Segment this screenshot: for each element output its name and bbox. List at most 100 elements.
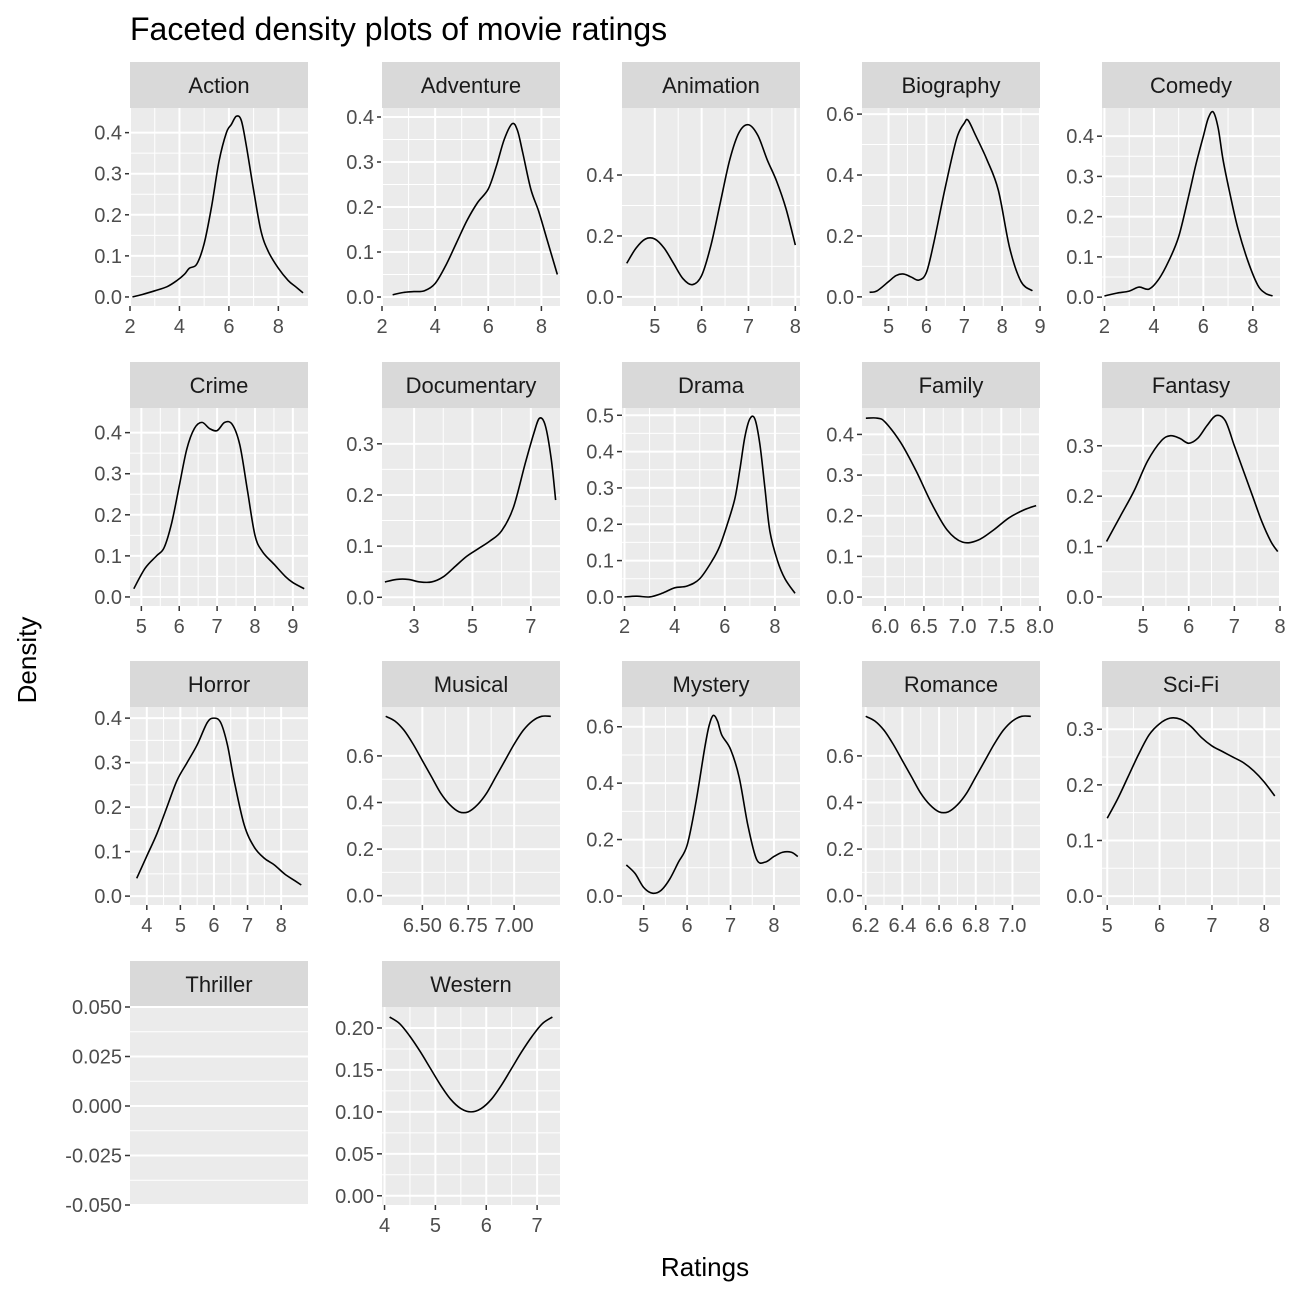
facet-panel bbox=[862, 408, 1040, 606]
facet-panel bbox=[622, 707, 800, 905]
facet-comedy: Comedy 0.0 0.1 0.2 0.3 0.4 2 4 6 8 bbox=[1066, 62, 1280, 338]
y-tick-label: 0.0 bbox=[826, 886, 854, 908]
facet-strip bbox=[130, 661, 308, 707]
y-tick-label: 0.1 bbox=[94, 842, 122, 864]
x-tick-label: 6 bbox=[682, 915, 693, 937]
y-tick-label: 0.4 bbox=[586, 165, 614, 187]
x-tick-label: 7.00 bbox=[495, 915, 534, 937]
y-tick-label: 0.000 bbox=[72, 1096, 122, 1118]
x-tick-label: 6.6 bbox=[925, 915, 953, 937]
y-tick-label: 0.15 bbox=[335, 1060, 374, 1082]
y-tick-label: 0.2 bbox=[1066, 486, 1094, 508]
x-tick-label: 6 bbox=[223, 316, 234, 338]
density-line bbox=[624, 415, 796, 598]
x-tick-label: 6 bbox=[481, 1215, 492, 1237]
y-tick-label: 0.1 bbox=[586, 551, 614, 573]
y-tick-label: 0.4 bbox=[1066, 126, 1094, 148]
facet-mystery: Mystery 0.0 0.2 0.4 0.6 5 6 7 8 bbox=[586, 661, 800, 937]
x-tick-label: 2 bbox=[376, 316, 387, 338]
x-tick-label: 7 bbox=[725, 915, 736, 937]
y-tick-label: 0.2 bbox=[1066, 207, 1094, 229]
facet-musical: Musical 0.0 0.2 0.4 0.6 6.50 6.75 7.00 bbox=[346, 661, 560, 937]
y-tick-label: 0.025 bbox=[72, 1047, 122, 1069]
x-tick-label: 8 bbox=[768, 915, 779, 937]
facet-sci-fi: Sci-Fi 0.0 0.1 0.2 0.3 5 6 7 8 bbox=[1066, 661, 1280, 937]
y-tick-label: 0.3 bbox=[346, 434, 374, 456]
facet-panel bbox=[862, 108, 1040, 306]
facet-panel bbox=[1102, 408, 1280, 606]
x-tick-label: 7 bbox=[959, 316, 970, 338]
facet-documentary: Documentary 0.0 0.1 0.2 0.3 3 5 7 bbox=[346, 362, 560, 638]
x-tick-label: 7 bbox=[1206, 915, 1217, 937]
facet-strip-label: Adventure bbox=[421, 73, 521, 98]
facet-panel bbox=[622, 408, 800, 606]
y-tick-label: 0.00 bbox=[335, 1186, 374, 1208]
y-tick-label: -0.050 bbox=[65, 1195, 122, 1217]
facet-drama: Drama 0.0 0.1 0.2 0.3 0.4 0.5 2 4 6 8 bbox=[586, 362, 800, 638]
y-tick-label: 0.1 bbox=[346, 242, 374, 264]
facet-strip-label: Horror bbox=[188, 672, 250, 697]
y-tick-label: 0.4 bbox=[586, 442, 614, 464]
y-tick-label: 0.10 bbox=[335, 1102, 374, 1124]
y-tick-label: 0.0 bbox=[826, 587, 854, 609]
x-tick-label: 5 bbox=[175, 915, 186, 937]
y-tick-label: 0.2 bbox=[94, 205, 122, 227]
y-tick-label: 0.0 bbox=[1066, 587, 1094, 609]
x-tick-label: 5 bbox=[883, 316, 894, 338]
x-tick-label: 5 bbox=[467, 616, 478, 638]
y-tick-label: 0.6 bbox=[346, 746, 374, 768]
x-tick-label: 8 bbox=[1259, 915, 1270, 937]
x-tick-label: 9 bbox=[287, 616, 298, 638]
facet-strip-label: Sci-Fi bbox=[1163, 672, 1219, 697]
x-tick-label: 5 bbox=[638, 915, 649, 937]
y-tick-label: 0.2 bbox=[586, 226, 614, 248]
x-tick-label: 6.5 bbox=[910, 616, 938, 638]
y-tick-label: 0.2 bbox=[346, 485, 374, 507]
x-tick-label: 6.8 bbox=[962, 915, 990, 937]
facet-panel bbox=[1102, 108, 1280, 306]
x-tick-label: 6 bbox=[483, 316, 494, 338]
x-tick-label: 4 bbox=[141, 915, 152, 937]
y-tick-label: 0.4 bbox=[346, 107, 374, 129]
y-tick-label: 0.0 bbox=[94, 287, 122, 309]
density-line bbox=[865, 715, 1031, 814]
facet-strip bbox=[130, 62, 308, 108]
y-tick-label: 0.1 bbox=[1066, 537, 1094, 559]
y-tick-label: 0.2 bbox=[826, 506, 854, 528]
density-line bbox=[389, 1016, 553, 1113]
facet-strip bbox=[862, 362, 1040, 408]
x-tick-label: 6.4 bbox=[888, 915, 916, 937]
facet-strip bbox=[1102, 62, 1280, 108]
facet-western: Western 0.00 0.05 0.10 0.15 0.20 4 5 6 7 bbox=[335, 961, 560, 1237]
x-tick-label: 7 bbox=[242, 915, 253, 937]
y-tick-label: 0.1 bbox=[346, 536, 374, 558]
facet-strip-label: Mystery bbox=[673, 672, 750, 697]
density-line bbox=[133, 420, 305, 590]
y-tick-label: 0.5 bbox=[586, 405, 614, 427]
x-tick-label: 8 bbox=[276, 915, 287, 937]
y-tick-label: 0.4 bbox=[826, 424, 854, 446]
x-tick-label: 5 bbox=[1102, 915, 1113, 937]
facet-strip-label: Family bbox=[919, 373, 984, 398]
x-tick-label: 6 bbox=[174, 616, 185, 638]
facet-fantasy: Fantasy 0.0 0.1 0.2 0.3 5 6 7 8 bbox=[1066, 362, 1286, 638]
x-tick-label: 5 bbox=[649, 316, 660, 338]
facet-strip bbox=[1102, 661, 1280, 707]
y-tick-label: 0.3 bbox=[346, 152, 374, 174]
y-tick-label: 0.0 bbox=[826, 287, 854, 309]
density-line bbox=[132, 115, 304, 298]
x-tick-label: 7 bbox=[743, 316, 754, 338]
y-tick-label: 0.6 bbox=[586, 717, 614, 739]
y-tick-label: 0.05 bbox=[335, 1144, 374, 1166]
facet-strip bbox=[382, 62, 560, 108]
facet-strip bbox=[130, 362, 308, 408]
y-tick-label: 0.2 bbox=[94, 797, 122, 819]
facet-biography: Biography 0.0 0.2 0.4 0.6 5 6 7 8 9 bbox=[826, 62, 1046, 338]
facet-strip bbox=[382, 961, 560, 1007]
x-tick-label: 8 bbox=[997, 316, 1008, 338]
x-tick-label: 2 bbox=[1099, 316, 1110, 338]
y-tick-label: 0.3 bbox=[1066, 719, 1094, 741]
x-tick-label: 6 bbox=[696, 316, 707, 338]
facet-strip bbox=[622, 62, 800, 108]
